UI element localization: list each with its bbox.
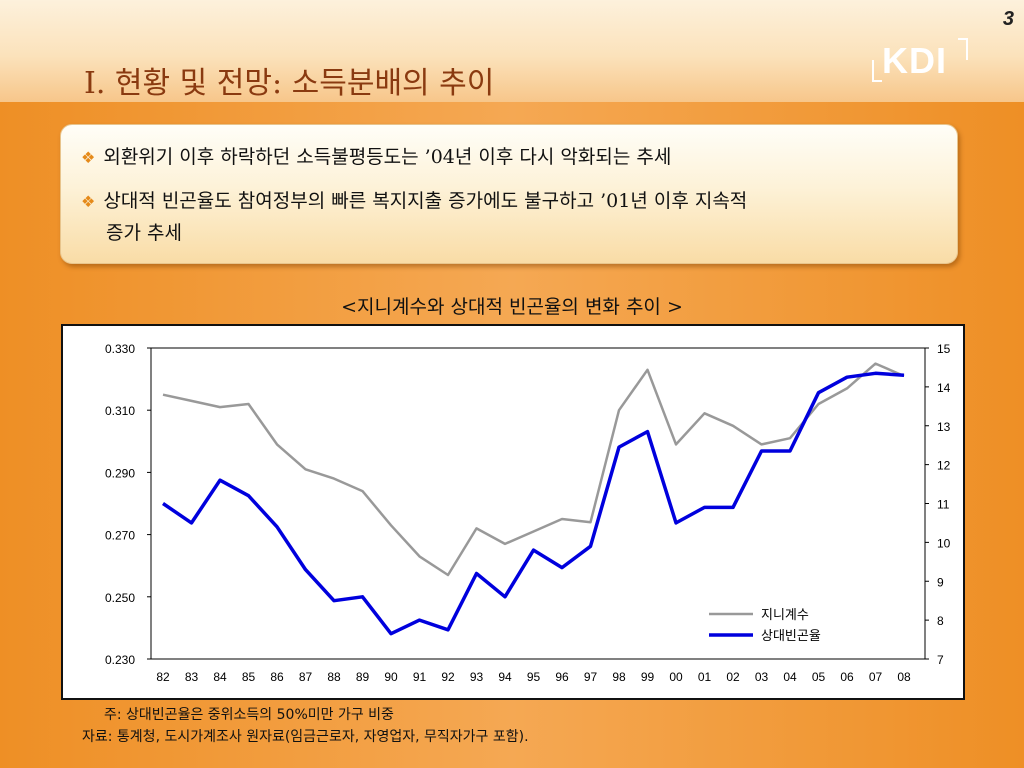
x-tick-label: 89 xyxy=(356,670,370,684)
x-tick-label: 87 xyxy=(299,670,313,684)
plot-area xyxy=(150,347,926,660)
x-tick-label: 06 xyxy=(840,670,854,684)
x-tick-label: 90 xyxy=(384,670,398,684)
x-tick-label: 05 xyxy=(812,670,826,684)
x-tick-label: 86 xyxy=(270,670,284,684)
y-right-tick-label: 14 xyxy=(937,381,951,395)
page-number: 3 xyxy=(1002,8,1014,30)
x-tick-label: 02 xyxy=(726,670,740,684)
diamond-bullet-icon: ❖ xyxy=(81,148,96,167)
bullet-text-2: 상대적 빈곤율도 참여정부의 빠른 복지지출 증가에도 불구하고 ’01년 이후… xyxy=(103,190,748,212)
note-definition: 주: 상대빈곤율은 중위소득의 50%미만 가구 비중 xyxy=(104,707,394,723)
note-source: 자료: 통계청, 도시가계조사 원자료(임금근로자, 자영업자, 무직자가구 포… xyxy=(82,729,529,745)
x-tick-label: 85 xyxy=(242,670,256,684)
chart-title: <지니계수와 상대적 빈곤율의 변화 추이 > xyxy=(341,296,683,318)
x-tick-label: 82 xyxy=(156,670,170,684)
x-tick-label: 84 xyxy=(213,670,227,684)
y-left-tick-label: 0.270 xyxy=(105,529,135,543)
x-tick-label: 94 xyxy=(498,670,512,684)
bullet-text-2-cont: 증가 추세 xyxy=(106,222,182,244)
x-tick-label: 00 xyxy=(669,670,683,684)
y-right-tick-label: 8 xyxy=(937,614,944,628)
x-tick-label: 98 xyxy=(612,670,626,684)
x-tick-label: 96 xyxy=(555,670,569,684)
y-right-tick-label: 13 xyxy=(937,420,951,434)
header-band xyxy=(0,0,1024,102)
y-right-tick-label: 9 xyxy=(937,575,944,589)
y-left-tick-label: 0.230 xyxy=(105,653,135,667)
bullet-item-1: ❖ 외환위기 이후 하락하던 소득불평등도는 ’04년 이후 다시 악화되는 추세 xyxy=(81,141,671,174)
legend-label-1: 지니계수 xyxy=(761,608,809,623)
series-line-1 xyxy=(162,362,905,577)
x-tick-label: 93 xyxy=(470,670,484,684)
logo-bracket-right xyxy=(958,38,968,60)
bullet-item-2-cont: 증가 추세 xyxy=(106,217,182,249)
logo-bracket-left xyxy=(872,60,882,82)
x-tick-label: 92 xyxy=(441,670,455,684)
x-tick-label: 08 xyxy=(897,670,911,684)
x-tick-label: 88 xyxy=(327,670,341,684)
diamond-bullet-icon: ❖ xyxy=(81,192,96,211)
x-tick-label: 99 xyxy=(641,670,655,684)
y-right-tick-label: 7 xyxy=(937,653,944,667)
legend-label-2: 상대빈곤율 xyxy=(761,629,821,644)
logo-text: KDI xyxy=(882,40,947,81)
x-tick-label: 04 xyxy=(783,670,797,684)
x-tick-label: 97 xyxy=(584,670,598,684)
x-tick-label: 07 xyxy=(869,670,883,684)
x-tick-label: 03 xyxy=(755,670,769,684)
chart-frame: 0.330 0.310 0.290 0.270 0.250 0.230 15 14 13 12 11… xyxy=(61,324,965,700)
y-right-tick-label: 15 xyxy=(937,342,951,356)
bullet-text-1: 외환위기 이후 하락하던 소득불평등도는 ’04년 이후 다시 악화되는 추세 xyxy=(103,146,672,168)
y-left-tick-label: 0.250 xyxy=(105,591,135,605)
line-chart: 0.330 0.310 0.290 0.270 0.250 0.230 15 14 13 12 11… xyxy=(105,342,951,684)
y-right-tick-label: 11 xyxy=(937,498,950,512)
series-line-2 xyxy=(162,371,905,636)
y-left-tick-label: 0.330 xyxy=(105,342,135,356)
x-tick-label: 95 xyxy=(527,670,541,684)
y-left-tick-label: 0.290 xyxy=(105,466,135,480)
footnotes: 주: 상대빈곤율은 중위소득의 50%미만 가구 비중 자료: 통계청, 도시가… xyxy=(82,704,529,748)
page-title: I. 현황 및 전망: 소득분배의 추이 xyxy=(84,66,495,101)
y-left-tick-label: 0.310 xyxy=(105,404,135,418)
bullet-item-2: ❖ 상대적 빈곤율도 참여정부의 빠른 복지지출 증가에도 불구하고 ’01년 이… xyxy=(81,185,747,218)
y-right-tick-label: 12 xyxy=(937,459,951,473)
kdi-logo: KDI xyxy=(872,38,968,84)
x-tick-label: 91 xyxy=(413,670,427,684)
y-right-tick-label: 10 xyxy=(937,536,951,550)
x-tick-label: 83 xyxy=(185,670,199,684)
summary-box: ❖ 외환위기 이후 하락하던 소득불평등도는 ’04년 이후 다시 악화되는 추세… xyxy=(60,124,958,264)
x-tick-label: 01 xyxy=(698,670,712,684)
